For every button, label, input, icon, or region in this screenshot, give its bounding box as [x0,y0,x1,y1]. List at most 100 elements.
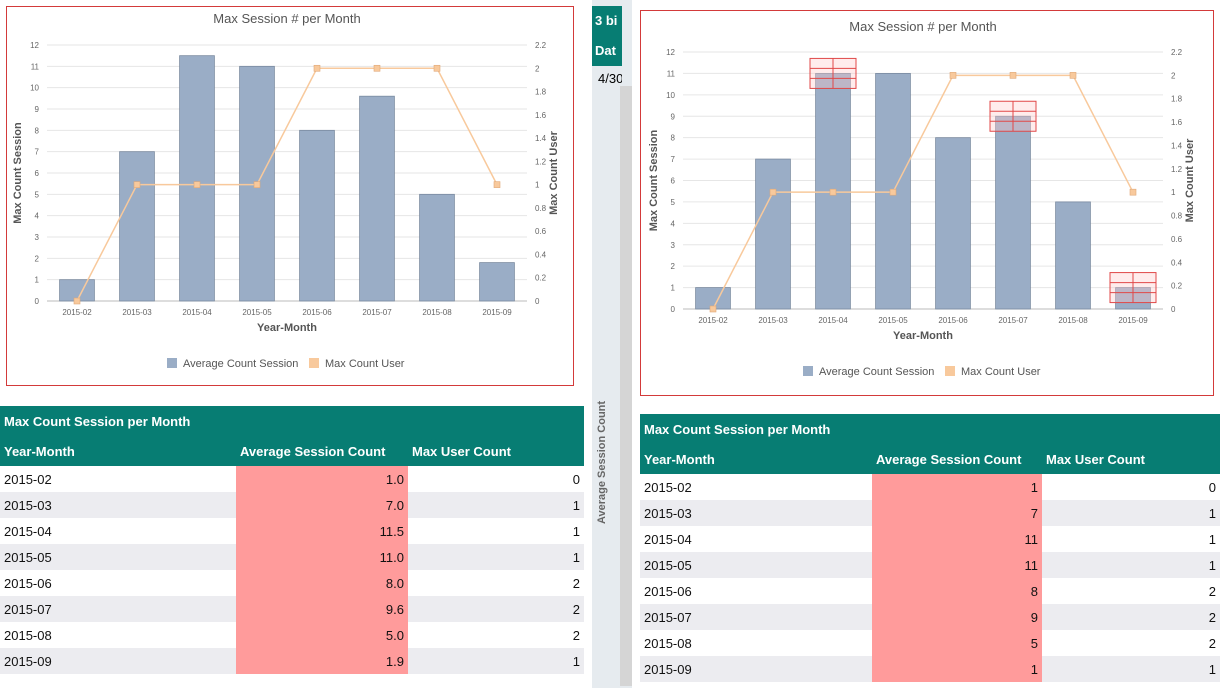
line-point [253,181,261,188]
right-year-month-cell: 2015-07 [640,604,872,630]
legend: Average Count Session Max Count User [803,366,1041,378]
right-max-user-cell: 2 [1042,630,1220,656]
left-header-year-month[interactable]: Year-Month [0,436,236,466]
y2-tick-label: 1.2 [535,157,547,166]
vertical-scrollbar[interactable] [620,86,634,686]
y2-tick-label: 0.4 [535,250,547,259]
table-row: 2015-08 5.0 2 [0,622,584,648]
right-max-user-cell: 0 [1042,474,1220,500]
clipped-table-header: Dat [592,36,622,66]
bar [479,262,515,302]
y2-tick-label: 1.4 [1171,141,1183,150]
legend: Average Count Session Max Count User [167,358,405,370]
line-point [493,181,501,188]
table-row: 2015-04 11 1 [640,526,1220,552]
right-avg-session-cell: 5 [872,630,1042,656]
bar [179,55,215,302]
right-chart-svg: Max Session # per Month01234567891011120… [648,19,1196,378]
right-year-month-cell: 2015-06 [640,578,872,604]
y-tick-label: 12 [666,48,675,57]
left-year-month-cell: 2015-04 [0,518,236,544]
line-point [193,181,201,188]
right-avg-session-cell: 11 [872,526,1042,552]
left-avg-session-cell: 11.5 [236,518,408,544]
y-tick-label: 2 [671,262,676,271]
left-year-month-cell: 2015-09 [0,648,236,674]
y2-tick-label: 0.8 [1171,212,1183,221]
y2-tick-label: 0.6 [535,227,547,236]
y2-tick-label: 1.8 [1171,95,1183,104]
right-max-user-cell: 1 [1042,500,1220,526]
x-tick-label: 2015-03 [758,316,788,325]
line-point [433,64,441,72]
y-axis-title: Max Count Session [12,122,24,224]
left-avg-session-cell: 1.0 [236,466,408,492]
legend-label: Max Count User [325,358,405,370]
y-tick-label: 7 [671,155,676,164]
right-avg-session-cell: 7 [872,500,1042,526]
x-tick-label: 2015-07 [362,308,392,317]
left-year-month-cell: 2015-06 [0,570,236,596]
x-tick-label: 2015-09 [1118,316,1148,325]
selection-marker [809,57,857,89]
y-tick-label: 3 [671,241,676,250]
x-tick-label: 2015-06 [302,308,332,317]
right-data-table: Max Count Session per Month Year-Month A… [640,414,1220,682]
y-tick-label: 9 [35,105,40,114]
left-max-user-cell: 1 [408,518,584,544]
bar [299,129,335,302]
left-table-title: Max Count Session per Month [0,406,584,436]
left-avg-session-cell: 11.0 [236,544,408,570]
y2-tick-label: 1.6 [1171,118,1183,127]
selection-marker [1109,272,1157,304]
left-max-user-cell: 0 [408,466,584,492]
bar [359,95,395,302]
left-avg-session-cell: 8.0 [236,570,408,596]
y-tick-label: 3 [35,233,40,242]
left-year-month-cell: 2015-02 [0,466,236,492]
left-max-user-cell: 2 [408,570,584,596]
right-year-month-cell: 2015-04 [640,526,872,552]
left-data-table: Max Count Session per Month Year-Month A… [0,406,584,674]
legend-swatch-line [309,358,319,368]
right-year-month-cell: 2015-09 [640,656,872,682]
series-line [76,67,498,302]
left-header-max-user[interactable]: Max User Count [408,436,584,466]
line-point [313,64,321,72]
y2-axis-title: Max Count User [548,130,560,214]
right-avg-session-cell: 11 [872,552,1042,578]
line-point [709,305,717,313]
x-tick-label: 2015-02 [62,308,92,317]
x-tick-label: 2015-06 [938,316,968,325]
bar [119,151,155,302]
right-header-year-month[interactable]: Year-Month [640,444,872,474]
line-point [769,188,777,196]
right-avg-session-cell: 1 [872,656,1042,682]
y-tick-label: 11 [31,62,40,71]
y-tick-label: 10 [666,91,675,100]
chart-title: Max Session # per Month [213,11,360,26]
y-tick-label: 0 [35,297,40,306]
y-tick-label: 4 [35,212,40,221]
left-chart: Max Session # per Month 0 1 2 3 4 5 6 7 8 9 10 11 12 0… [6,6,574,386]
table-row: 2015-03 7.0 1 [0,492,584,518]
x-tick-label: 2015-07 [998,316,1028,325]
x-tick-label: 2015-05 [878,316,908,325]
line-point [889,188,897,196]
left-header-avg-session[interactable]: Average Session Count [236,436,408,466]
y2-tick-label: 0.4 [1171,258,1183,267]
vertical-axis-label: Average Session Count [596,400,608,524]
bar [1055,201,1091,310]
right-header-avg-session[interactable]: Average Session Count [872,444,1042,474]
line-point [1129,188,1137,196]
y2-tick-label: 2 [535,64,540,73]
table-row: 2015-02 1.0 0 [0,466,584,492]
legend-label: Average Count Session [819,366,934,378]
right-header-max-user[interactable]: Max User Count [1042,444,1220,474]
right-max-user-cell: 2 [1042,578,1220,604]
line-point [1069,72,1077,79]
legend-swatch-bar [167,358,177,368]
y-tick-label: 2 [35,254,40,263]
right-chart: Max Session # per Month 0 1 2 3 4 5 6 7 8 9 10 11 12 0… [640,10,1214,396]
y-tick-label: 9 [671,112,676,121]
